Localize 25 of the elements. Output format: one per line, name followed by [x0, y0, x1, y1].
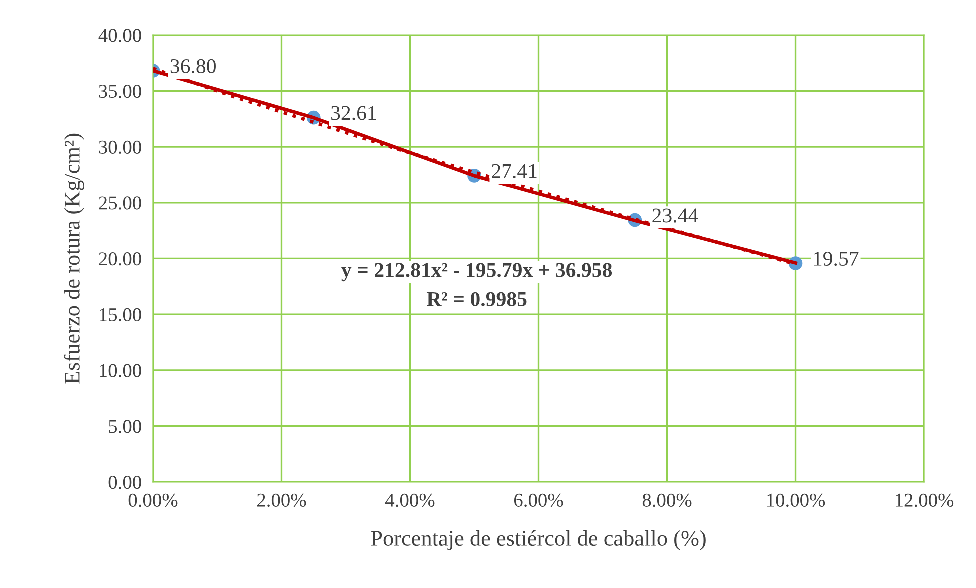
- x-tick-label: 0.00%: [128, 494, 178, 508]
- annotation: y = 212.81x² - 195.79x + 36.958: [342, 263, 612, 282]
- y-axis-title: Esfuerzo de rotura (Kg/cm²): [64, 134, 84, 384]
- annotation: R² = 0.9985: [426, 292, 527, 306]
- data-label: 36.80: [170, 59, 216, 74]
- x-tick-label: 2.00%: [257, 494, 306, 508]
- x-tick-label: 8.00%: [642, 494, 692, 508]
- x-axis-title: Porcentaje de estiércol de caballo (%): [371, 530, 706, 551]
- y-tick-label: 10.00: [100, 364, 142, 378]
- data-label: 32.61: [332, 106, 376, 120]
- y-tick-label: 35.00: [99, 84, 142, 98]
- y-tick-label: 20.00: [99, 252, 142, 266]
- y-tick-label: 25.00: [99, 196, 142, 210]
- y-tick-label: 15.00: [100, 308, 142, 322]
- x-tick-label: 4.00%: [386, 494, 435, 508]
- data-label: 27.41: [492, 164, 537, 178]
- x-tick-label: 12.00%: [896, 494, 954, 508]
- data-label: 19.57: [814, 252, 859, 266]
- y-tick-label: 5.00: [109, 420, 142, 434]
- y-tick-label: 0.00: [108, 476, 142, 490]
- y-tick-label: 40.00: [98, 29, 142, 42]
- data-label: 23.44: [652, 208, 698, 223]
- x-tick-label: 6.00%: [514, 494, 564, 508]
- x-tick-label: 10.00%: [768, 494, 826, 508]
- y-tick-label: 30.00: [99, 140, 142, 154]
